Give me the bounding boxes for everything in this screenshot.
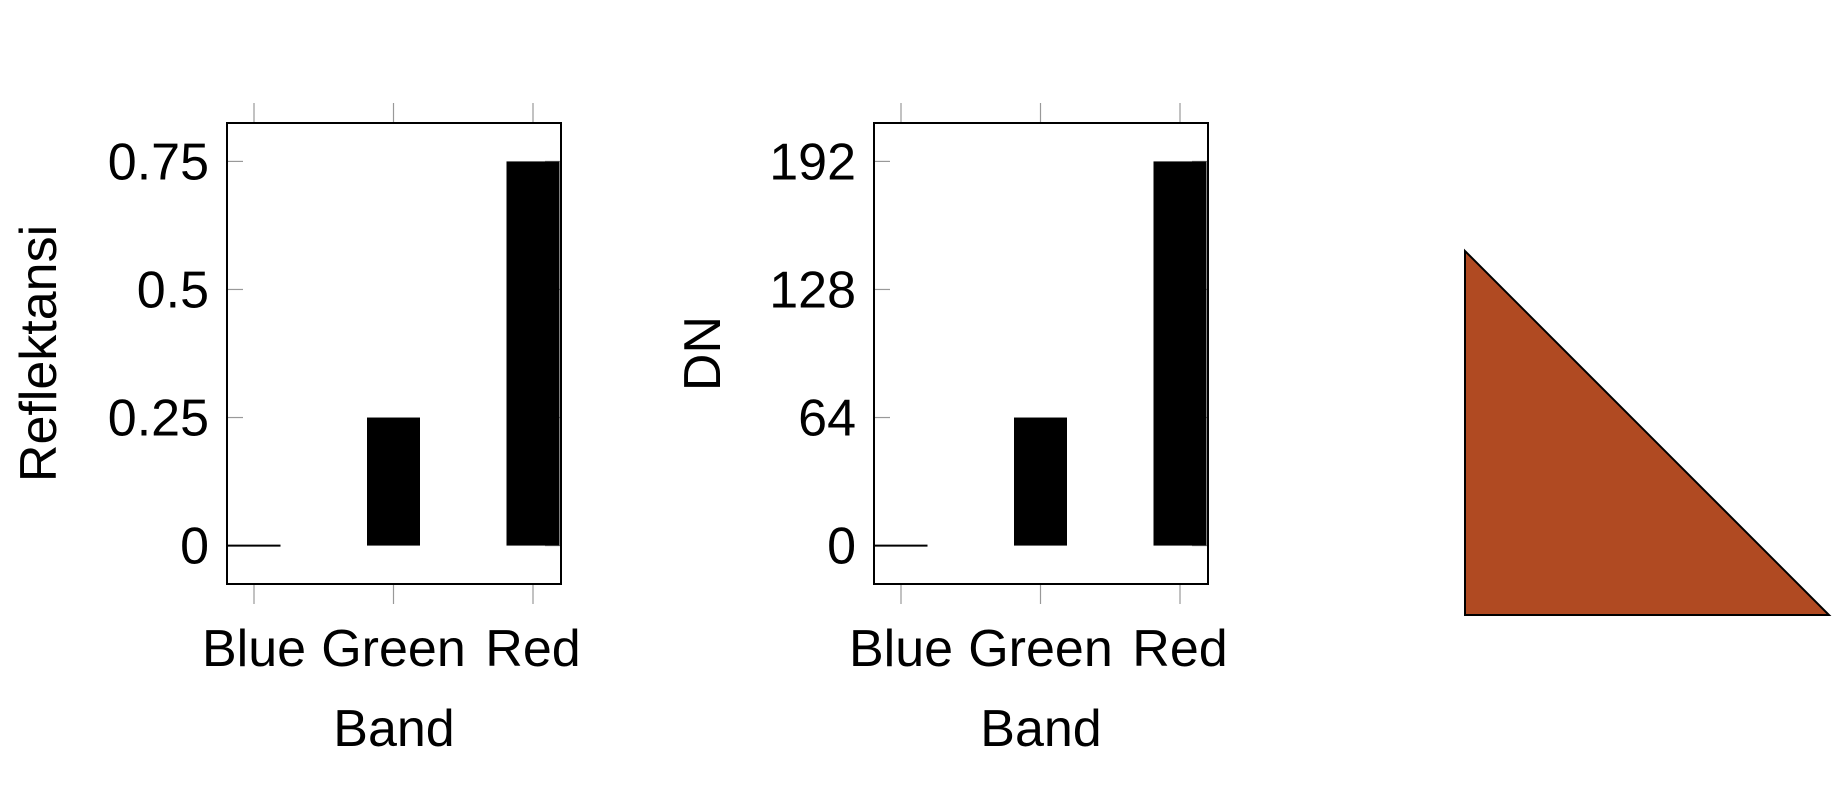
y-tick-label: 64 [798, 390, 856, 448]
plot-frame [873, 122, 1209, 585]
plot-frame [226, 122, 562, 585]
y-tick-label: 128 [769, 261, 856, 319]
y-tick-label: 192 [769, 133, 856, 191]
bar-green [1014, 417, 1067, 546]
color-swatch-triangle [1464, 248, 1832, 616]
y-tick-label: 0.75 [108, 133, 209, 191]
x-tick-label: Green [321, 620, 466, 678]
x-tick-label: Red [1132, 620, 1227, 678]
x-axis-label: Band [333, 700, 454, 758]
y-tick-label: 0.25 [108, 390, 209, 448]
y-axis-label: DN [674, 316, 732, 391]
x-tick-label: Green [968, 620, 1113, 678]
bar-green [367, 417, 420, 546]
bar-red [506, 161, 560, 546]
x-tick-label: Blue [849, 620, 953, 678]
y-tick-label: 0 [827, 518, 856, 576]
chart-reflektansi: 0 0.25 0.5 0.75 Blue Green Red Band Reflektansi [10, 103, 581, 758]
chart-dn: 0 64 128 192 Blue Green Red Band DN [674, 103, 1228, 758]
x-axis-label: Band [980, 700, 1101, 758]
y-axis-label: Reflektansi [10, 225, 68, 482]
y-tick-label: 0.5 [137, 261, 209, 319]
bar-red [1153, 161, 1207, 546]
x-tick-label: Blue [202, 620, 306, 678]
x-tick-label: Red [485, 620, 580, 678]
y-tick-label: 0 [180, 518, 209, 576]
